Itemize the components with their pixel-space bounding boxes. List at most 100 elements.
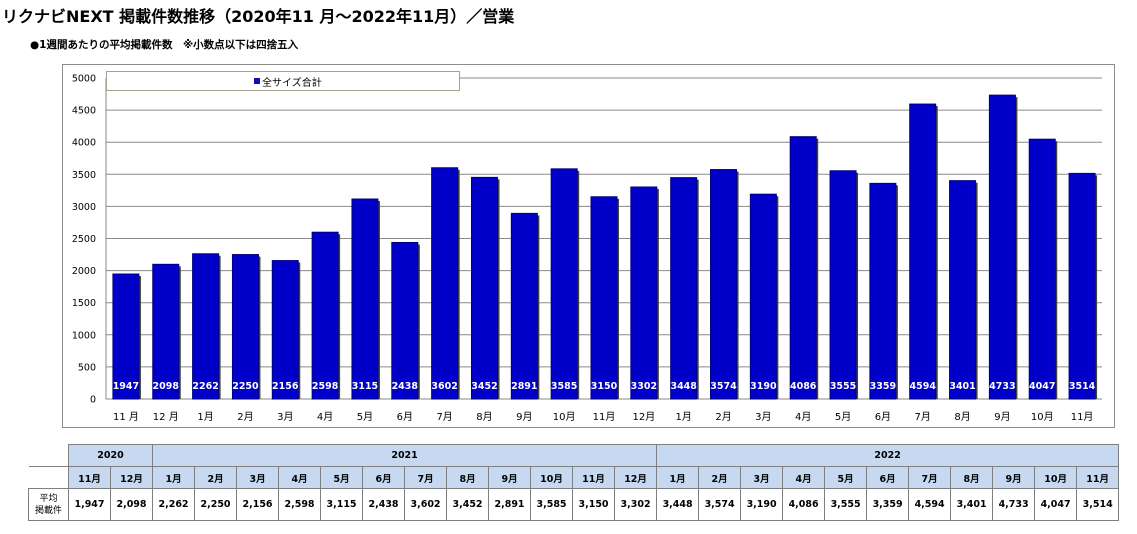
- page-title: リクナビNEXT 掲載件数推移（2020年11 月～2022年11月）／営業: [2, 7, 515, 26]
- bar: [630, 186, 658, 400]
- table-cell: 4,047: [1034, 488, 1078, 521]
- table-month-header: 9月: [992, 466, 1036, 489]
- table-month-header: 1月: [152, 466, 196, 489]
- x-tick-label: 7月: [915, 411, 931, 423]
- data-label: 3514: [1069, 381, 1096, 392]
- table-year-row: 2020 2021 2022: [28, 444, 1120, 467]
- x-tick-label: 5月: [357, 411, 373, 423]
- data-label: 2262: [192, 381, 218, 392]
- bar: [431, 167, 459, 400]
- legend-label: 全サイズ合計: [262, 78, 322, 89]
- table-month-header: 7月: [404, 466, 448, 489]
- table-cell: 3,401: [950, 488, 994, 521]
- data-label: 3448: [670, 381, 697, 392]
- table-cell: 4,594: [908, 488, 952, 521]
- y-tick-label: 4000: [72, 138, 96, 149]
- table-month-header: 9月: [488, 466, 532, 489]
- y-tick-label: 3000: [72, 202, 96, 213]
- data-label: 2156: [272, 381, 299, 392]
- table-cell: 3,448: [656, 488, 700, 521]
- y-tick-label: 5000: [72, 74, 96, 85]
- chart-subtitle: ●1週間あたりの平均掲載件数 ※小数点以下は四捨五入: [30, 39, 299, 51]
- bar: [311, 231, 339, 400]
- table-cell: 2,262: [152, 488, 196, 521]
- table-month-header: 8月: [950, 466, 994, 489]
- x-tick-label: 1月: [197, 411, 213, 423]
- table-cell: 2,156: [236, 488, 280, 521]
- x-tick-label: 9月: [994, 411, 1010, 423]
- x-tick-label: 2月: [715, 411, 731, 423]
- table-cell: 3,555: [824, 488, 868, 521]
- table-year-header: 2020: [67, 444, 154, 467]
- x-tick-label: 10月: [553, 411, 576, 423]
- table-month-header: 3月: [740, 466, 784, 489]
- table-cell: 2,598: [278, 488, 322, 521]
- bar: [949, 180, 977, 400]
- x-tick-label: 12 月: [153, 411, 179, 423]
- x-tick-label: 11月: [1071, 411, 1094, 423]
- data-label: 3585: [551, 381, 577, 392]
- data-label: 4594: [909, 381, 936, 392]
- table-month-header: 3月: [236, 466, 280, 489]
- table-month-header: 10月: [530, 466, 574, 489]
- table-month-header: 2月: [698, 466, 742, 489]
- row-label-line: 掲載件: [34, 505, 62, 516]
- x-tick-label: 11月: [593, 411, 616, 423]
- table-cell: 3,574: [698, 488, 742, 521]
- table-cell: 3,190: [740, 488, 784, 521]
- table-month-header: 1月: [656, 466, 700, 489]
- bar: [152, 263, 180, 400]
- bar: [192, 253, 220, 400]
- table-month-row: 11月 12月 1月 2月 3月 4月 5月 6月 7月 8月 9月 10月 11月 12月 1月 2月 3月 4…: [28, 466, 1120, 489]
- table-cell: 3,514: [1076, 488, 1120, 521]
- table-month-header: 12月: [109, 466, 154, 489]
- bar: [749, 193, 777, 400]
- table-cell: 3,602: [404, 488, 448, 521]
- bar: [231, 254, 259, 400]
- table-month-header: 12月: [614, 466, 658, 489]
- x-tick-label: 3月: [277, 411, 293, 423]
- bar: [510, 212, 538, 400]
- data-label: 2098: [153, 381, 180, 392]
- x-tick-label: 2月: [237, 411, 253, 423]
- data-label: 3190: [750, 381, 777, 392]
- y-tick-label: 3500: [72, 170, 96, 181]
- table-month-header: 5月: [320, 466, 364, 489]
- bar: [391, 241, 419, 400]
- table-month-header: 4月: [278, 466, 322, 489]
- table-row-label: 平均 掲載件: [28, 488, 69, 521]
- data-label: 3602: [431, 381, 457, 392]
- bar: [590, 196, 618, 400]
- bar: [1068, 172, 1096, 400]
- y-tick-label: 0: [90, 395, 96, 406]
- data-label: 2250: [232, 381, 259, 392]
- data-label: 3359: [870, 381, 896, 392]
- bar-chart: 0 500 1000 1500 2000 2500 3000 3500 4000 4500 5000…: [72, 74, 1102, 423]
- y-tick-label: 1000: [72, 330, 96, 341]
- bar: [470, 176, 498, 400]
- table-cell: 3,585: [530, 488, 574, 521]
- x-tick-label: 10月: [1031, 411, 1054, 423]
- table-cell: 2,891: [488, 488, 532, 521]
- table-cell: 4,086: [782, 488, 826, 521]
- table-month-header: 10月: [1034, 466, 1078, 489]
- data-label: 2598: [312, 381, 339, 392]
- bar: [909, 103, 937, 400]
- bar: [670, 177, 698, 400]
- table-month-header: 7月: [908, 466, 952, 489]
- table-corner: [28, 466, 69, 489]
- table-month-header: 6月: [866, 466, 910, 489]
- data-label: 3401: [949, 381, 975, 392]
- data-label: 4733: [989, 381, 1015, 392]
- data-label: 3302: [631, 381, 657, 392]
- data-label: 4047: [1029, 381, 1055, 392]
- x-tick-label: 1月: [675, 411, 691, 423]
- y-tick-label: 4500: [72, 106, 96, 117]
- table-cell: 2,098: [109, 488, 154, 521]
- x-tick-label: 3月: [755, 411, 771, 423]
- table-month-header: 6月: [362, 466, 406, 489]
- bar: [829, 170, 857, 400]
- table-year-header: 2022: [656, 444, 1120, 467]
- table-cell: 2,438: [362, 488, 406, 521]
- legend-swatch: [254, 78, 260, 84]
